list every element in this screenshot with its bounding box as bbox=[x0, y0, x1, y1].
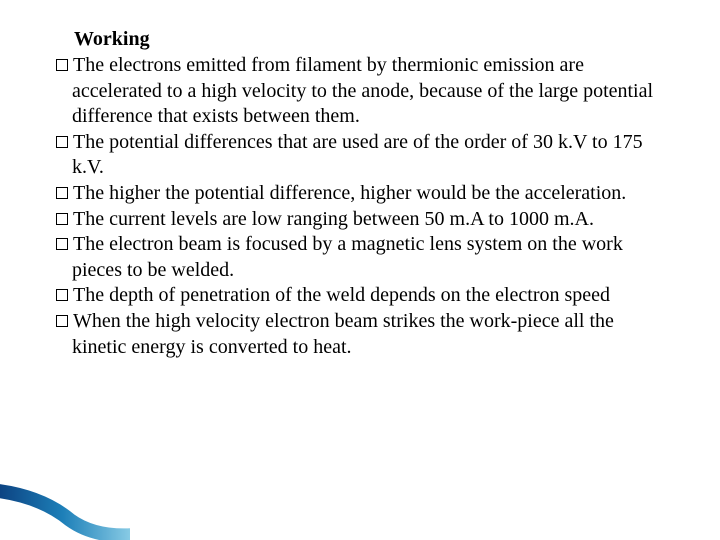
bullet-item: The depth of penetration of the weld dep… bbox=[56, 283, 664, 309]
bullet-item: The electron beam is focused by a magnet… bbox=[56, 232, 664, 283]
bullet-item: The current levels are low ranging betwe… bbox=[56, 207, 664, 233]
bullet-item: The potential differences that are used … bbox=[56, 130, 664, 181]
slide-heading: Working bbox=[74, 28, 664, 51]
bullet-item: When the high velocity electron beam str… bbox=[56, 309, 664, 360]
slide-content: Working The electrons emitted from filam… bbox=[0, 0, 720, 540]
bullet-item: The higher the potential difference, hig… bbox=[56, 181, 664, 207]
bullet-list: The electrons emitted from filament by t… bbox=[56, 53, 664, 360]
bullet-item: The electrons emitted from filament by t… bbox=[56, 53, 664, 130]
